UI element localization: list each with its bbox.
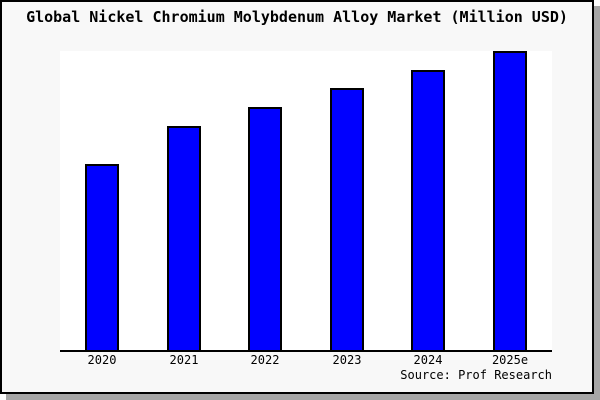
source-label: Source: Prof Research [400,368,552,382]
bar-2023 [330,88,364,350]
chart-title: Global Nickel Chromium Molybdenum Alloy … [26,8,568,26]
x-tick-label-2024: 2024 [413,353,443,367]
bar-2022 [248,107,282,350]
bar-2021 [167,126,201,350]
x-tick-label-2022: 2022 [250,353,280,367]
chart-page: Global Nickel Chromium Molybdenum Alloy … [0,0,594,394]
x-tick-label-2021: 2021 [169,353,199,367]
bar-2025e [493,51,527,350]
plot-area [60,51,552,352]
x-tick-label-2020: 2020 [87,353,117,367]
bar-2020 [85,164,119,350]
bar-2024 [411,70,445,350]
x-tick-label-2025e: 2025e [491,353,529,367]
x-tick-label-2023: 2023 [332,353,362,367]
